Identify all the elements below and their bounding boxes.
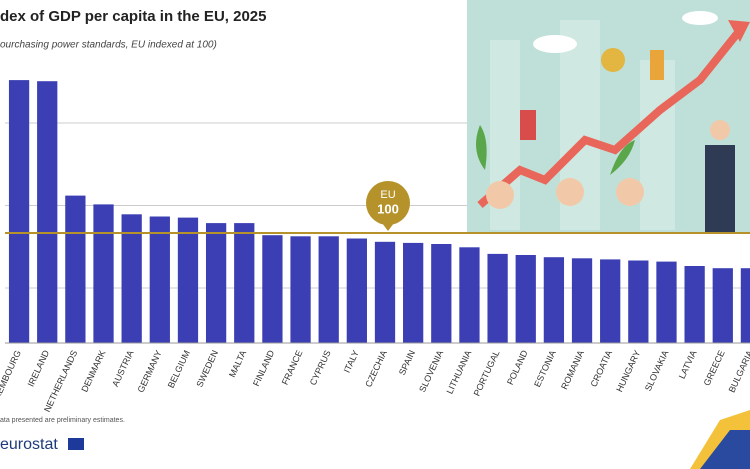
reference-value: 100 bbox=[377, 201, 399, 216]
bar bbox=[65, 195, 86, 343]
bar bbox=[628, 260, 649, 343]
bar bbox=[684, 266, 705, 343]
bar bbox=[403, 242, 424, 343]
bar bbox=[543, 257, 565, 343]
bar bbox=[37, 81, 58, 343]
bar bbox=[600, 259, 621, 343]
bar bbox=[93, 204, 114, 343]
decoration bbox=[700, 430, 750, 469]
source: eurostat bbox=[0, 436, 58, 453]
bar bbox=[262, 235, 283, 343]
bar bbox=[712, 268, 733, 343]
bar bbox=[459, 247, 480, 343]
bar bbox=[374, 241, 396, 343]
bar bbox=[318, 236, 339, 343]
bar bbox=[571, 258, 593, 343]
bar bbox=[487, 253, 508, 343]
bar bbox=[205, 223, 227, 343]
bar bbox=[740, 268, 750, 343]
chart-title: dex of GDP per capita in the EU, 2025 bbox=[0, 8, 266, 25]
bar bbox=[8, 80, 30, 343]
bar bbox=[290, 236, 311, 343]
reference-label: EU bbox=[380, 189, 395, 201]
eu-flag bbox=[68, 438, 84, 450]
bar bbox=[177, 217, 199, 343]
bar bbox=[656, 261, 677, 343]
bar bbox=[234, 223, 255, 343]
bar bbox=[149, 216, 170, 343]
chart-subtitle: ourchasing power standards, EU indexed a… bbox=[0, 40, 217, 51]
footnote: ata presented are preliminary estimates. bbox=[0, 417, 125, 424]
reference-badge-pointer bbox=[382, 223, 394, 231]
bar bbox=[515, 255, 536, 343]
bar bbox=[121, 214, 142, 343]
bar bbox=[431, 244, 452, 343]
bar bbox=[346, 238, 367, 343]
reference-badge bbox=[366, 181, 410, 225]
illustration bbox=[467, 0, 750, 232]
